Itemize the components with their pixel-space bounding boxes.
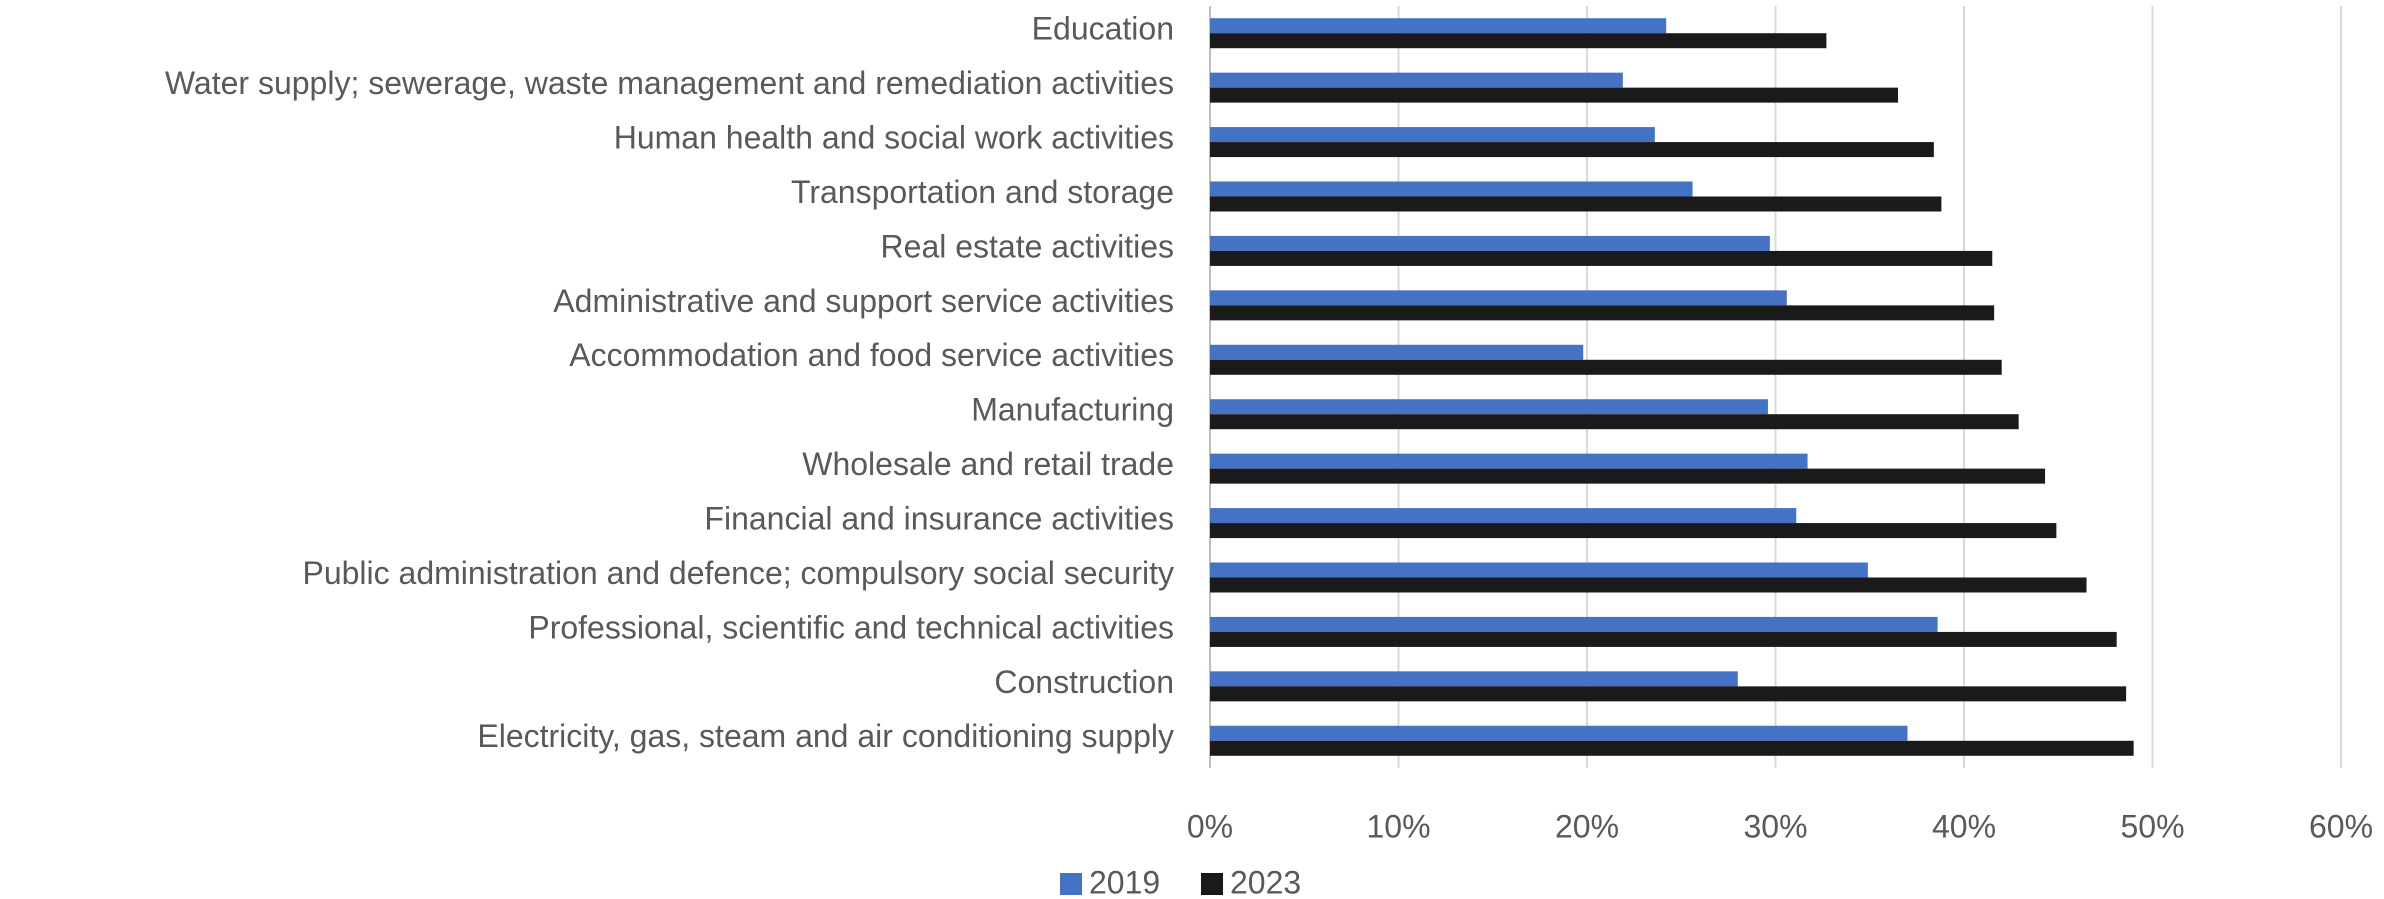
bar	[1210, 305, 1995, 321]
bar	[1210, 250, 1993, 266]
y-tick-label: Administrative and support service activ…	[553, 283, 1174, 319]
legend-swatch	[1060, 873, 1082, 895]
y-tick-label: Electricity, gas, steam and air conditio…	[477, 718, 1174, 754]
y-tick-label: Wholesale and retail trade	[802, 446, 1174, 482]
y-tick-label: Education	[1032, 11, 1174, 47]
bar	[1210, 740, 2134, 756]
legend-swatch	[1201, 873, 1223, 895]
y-tick-label: Transportation and storage	[791, 174, 1174, 210]
y-tick-label: Human health and social work activities	[614, 120, 1174, 156]
y-tick-label: Public administration and defence; compu…	[302, 555, 1174, 591]
bar	[1210, 453, 1808, 469]
bar	[1210, 344, 1584, 360]
bar	[1210, 562, 1868, 578]
y-tick-label: Accommodation and food service activitie…	[569, 337, 1174, 373]
bar	[1210, 142, 1934, 158]
bar	[1210, 87, 1899, 103]
y-tick-label: Construction	[994, 664, 1174, 700]
y-tick-label: Real estate activities	[881, 228, 1174, 264]
x-tick-label: 20%	[1555, 808, 1619, 844]
x-tick-label: 60%	[2309, 808, 2373, 844]
bar	[1210, 631, 2117, 647]
legend-label: 2019	[1089, 864, 1160, 899]
bar	[1210, 359, 2002, 375]
bar	[1210, 577, 2087, 593]
bar	[1210, 616, 1938, 632]
bar	[1210, 508, 1797, 524]
bar	[1210, 399, 1768, 415]
bar	[1210, 127, 1655, 143]
legend-label: 2023	[1230, 864, 1301, 899]
x-tick-label: 40%	[1932, 808, 1996, 844]
bar	[1210, 468, 2046, 484]
bar	[1210, 671, 1738, 687]
x-tick-label: 10%	[1366, 808, 1430, 844]
bar	[1210, 181, 1693, 197]
y-tick-label: Manufacturing	[971, 392, 1174, 428]
y-tick-label: Professional, scientific and technical a…	[528, 609, 1174, 645]
bar	[1210, 686, 2127, 702]
bar	[1210, 33, 1827, 49]
bar	[1210, 290, 1787, 306]
bar	[1210, 523, 2057, 539]
bar	[1210, 196, 1942, 212]
x-tick-label: 0%	[1187, 808, 1233, 844]
bar	[1210, 414, 2019, 430]
bar	[1210, 235, 1770, 251]
x-tick-label: 30%	[1743, 808, 1807, 844]
x-tick-label: 50%	[2120, 808, 2184, 844]
bar	[1210, 18, 1667, 34]
bar	[1210, 72, 1623, 88]
y-tick-label: Financial and insurance activities	[704, 501, 1174, 537]
y-tick-label: Water supply; sewerage, waste management…	[165, 65, 1174, 101]
bar	[1210, 725, 1908, 741]
